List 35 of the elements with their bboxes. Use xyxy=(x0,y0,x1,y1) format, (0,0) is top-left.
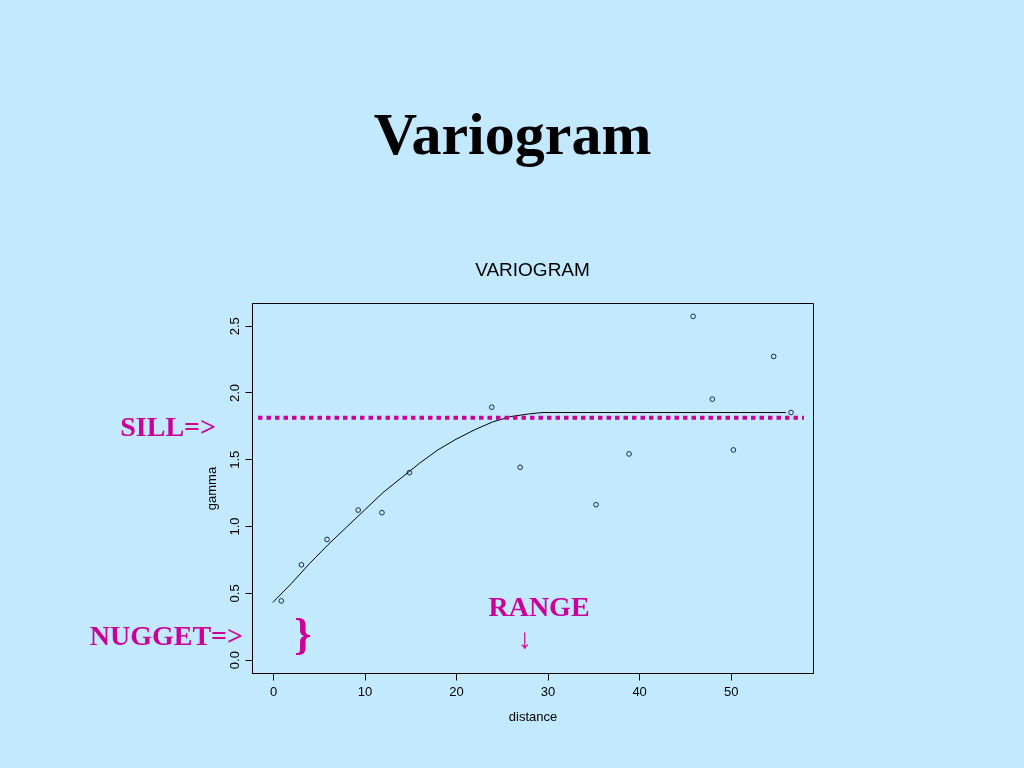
chart-subtitle: VARIOGRAM xyxy=(475,259,590,280)
point xyxy=(709,396,716,403)
y-tick-label: 2.0 xyxy=(226,383,242,403)
x-tick-label: 40 xyxy=(632,683,647,699)
y-tick-label: 0.5 xyxy=(226,584,242,603)
x-tick-label: 50 xyxy=(723,683,739,699)
chart-title: Variogram xyxy=(373,101,652,167)
annotation: RANGE xyxy=(488,591,590,622)
point xyxy=(730,447,737,453)
point xyxy=(517,464,523,471)
text: NUGGET=> xyxy=(89,620,243,651)
y-tick-label: 1.5 xyxy=(226,450,242,469)
point xyxy=(593,501,599,508)
x-tick-label: 30 xyxy=(540,683,556,699)
y-tick-label: 0.0 xyxy=(226,651,242,670)
point xyxy=(379,509,385,516)
point xyxy=(626,451,632,457)
point xyxy=(298,561,305,568)
point xyxy=(770,353,777,360)
x-tick-label: 0 xyxy=(269,683,278,699)
y-tick-label: 1.0 xyxy=(226,517,242,536)
y-axis-title: gamma xyxy=(203,466,219,511)
ref-line-label: SILL=> xyxy=(120,410,216,442)
point xyxy=(690,313,696,320)
point xyxy=(278,598,285,604)
annotation: } xyxy=(294,610,312,659)
x-tick-label: 10 xyxy=(357,683,373,699)
x-axis-title: distance xyxy=(508,708,558,724)
x-tick-label: 20 xyxy=(449,683,464,699)
y-tick-label: 2.5 xyxy=(226,317,242,336)
point xyxy=(788,409,794,416)
point xyxy=(488,404,495,411)
point xyxy=(324,536,330,543)
point xyxy=(355,507,361,513)
annotation: ↓ xyxy=(518,623,532,654)
